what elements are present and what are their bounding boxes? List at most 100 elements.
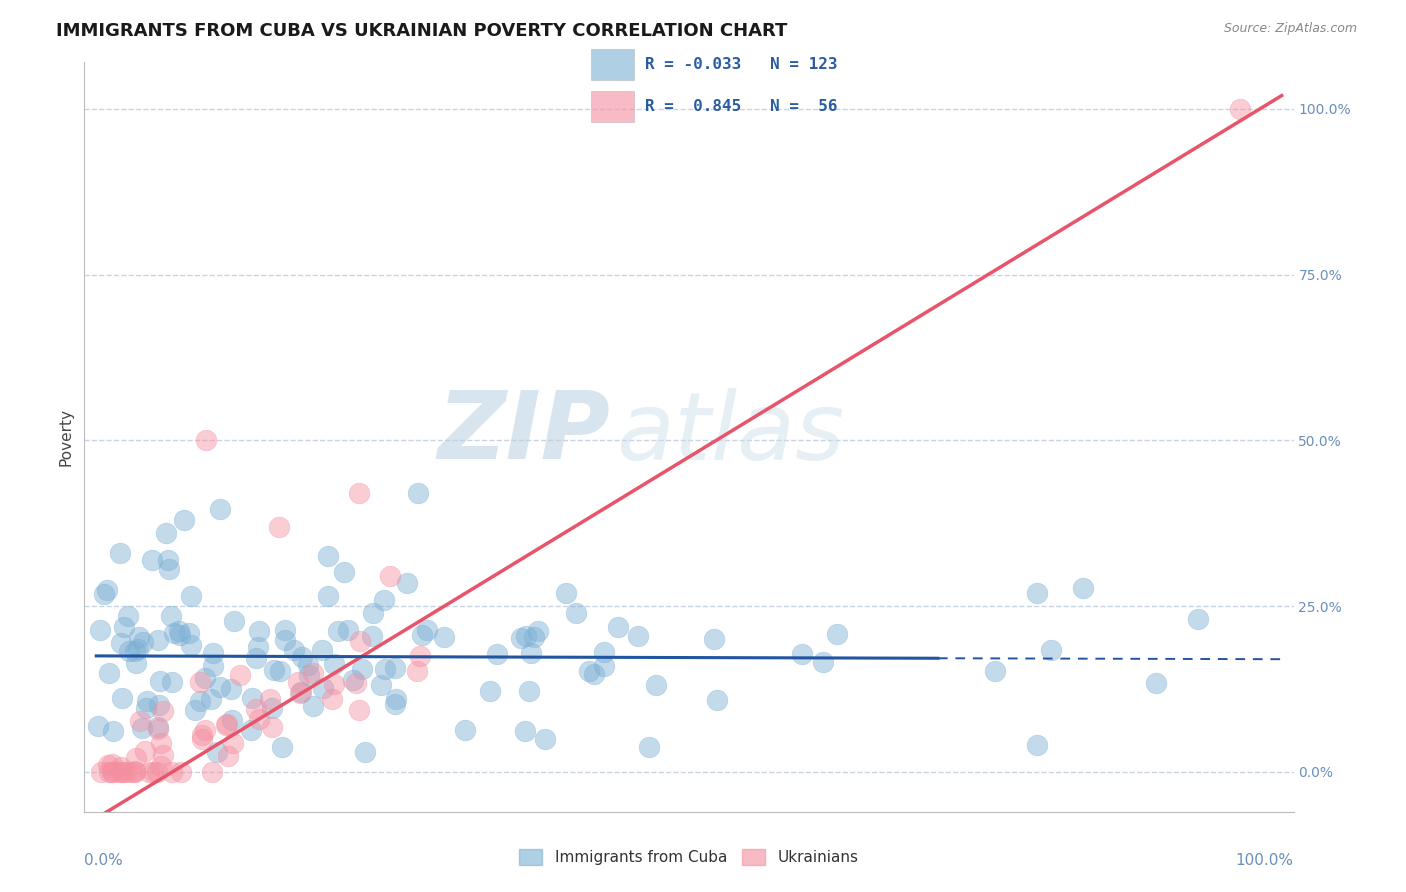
Point [578, 665, 600, 679]
Point [316, 589, 339, 603]
Point [454, 723, 477, 738]
Point [283, 643, 305, 657]
Point [209, 680, 232, 694]
Point [89, 623, 111, 637]
Point [180, 638, 202, 652]
Point [117, 609, 139, 624]
Point [141, 553, 163, 567]
Point [128, 714, 150, 728]
Point [323, 677, 346, 691]
Point [245, 702, 267, 716]
Point [271, 739, 294, 754]
Point [148, 633, 170, 648]
Point [191, 728, 214, 742]
Point [312, 681, 335, 696]
Point [342, 673, 364, 688]
Point [101, 764, 124, 779]
Point [107, 764, 129, 779]
Point [247, 640, 270, 655]
Point [274, 632, 297, 647]
Point [152, 747, 174, 762]
Point [301, 666, 323, 681]
Point [125, 657, 148, 671]
Point [384, 661, 406, 675]
Point [565, 606, 588, 620]
Point [180, 590, 202, 604]
Point [101, 723, 124, 738]
Point [378, 569, 401, 583]
Point [191, 731, 214, 746]
Point [411, 628, 433, 642]
Point [201, 764, 224, 779]
Point [510, 631, 533, 645]
Point [247, 624, 270, 638]
Point [169, 628, 191, 642]
Point [260, 700, 283, 714]
Point [138, 764, 160, 779]
Point [229, 668, 252, 682]
Point [1229, 102, 1251, 116]
Point [555, 585, 578, 599]
Text: 100.0%: 100.0% [1236, 853, 1294, 868]
Point [135, 701, 157, 715]
Point [190, 694, 212, 708]
Point [194, 671, 217, 685]
Point [384, 698, 406, 712]
Point [517, 683, 540, 698]
Point [1026, 586, 1049, 600]
Point [184, 703, 207, 717]
Point [86, 718, 108, 732]
Point [150, 736, 173, 750]
Point [298, 668, 321, 682]
Point [202, 659, 225, 673]
Point [117, 764, 139, 779]
Point [260, 720, 283, 734]
Point [157, 562, 180, 576]
Point [118, 644, 141, 658]
Point [134, 744, 156, 758]
Point [131, 721, 153, 735]
Point [222, 736, 245, 750]
Point [486, 647, 509, 661]
Y-axis label: Poverty: Poverty [58, 408, 73, 467]
Point [163, 625, 186, 640]
Point [214, 718, 236, 732]
Point [519, 646, 541, 660]
Point [984, 664, 1007, 678]
Text: ZIP: ZIP [437, 387, 610, 479]
Point [221, 713, 243, 727]
Point [302, 698, 325, 713]
Point [267, 519, 290, 533]
Point [361, 606, 384, 620]
Point [101, 764, 124, 779]
Point [146, 722, 169, 736]
Text: IMMIGRANTS FROM CUBA VS UKRAINIAN POVERTY CORRELATION CHART: IMMIGRANTS FROM CUBA VS UKRAINIAN POVERT… [56, 22, 787, 40]
Point [534, 731, 557, 746]
Point [145, 764, 167, 779]
Point [149, 674, 172, 689]
Point [526, 624, 548, 638]
Point [321, 692, 343, 706]
Text: Source: ZipAtlas.com: Source: ZipAtlas.com [1223, 22, 1357, 36]
Point [344, 676, 367, 690]
Point [513, 723, 536, 738]
Text: R = -0.033   N = 123: R = -0.033 N = 123 [645, 57, 838, 72]
Point [333, 565, 356, 579]
Point [515, 629, 537, 643]
Point [97, 665, 120, 680]
Point [373, 592, 395, 607]
Point [1187, 612, 1209, 626]
Point [162, 675, 184, 690]
Point [111, 764, 134, 779]
Point [1025, 739, 1047, 753]
Point [217, 717, 239, 731]
Legend: Immigrants from Cuba, Ukrainians: Immigrants from Cuba, Ukrainians [513, 843, 865, 871]
Point [645, 678, 668, 692]
Point [811, 655, 834, 669]
Point [606, 620, 628, 634]
Point [167, 624, 190, 639]
Point [328, 624, 350, 639]
Point [1071, 582, 1094, 596]
Text: atlas: atlas [616, 388, 845, 479]
Point [114, 620, 136, 634]
